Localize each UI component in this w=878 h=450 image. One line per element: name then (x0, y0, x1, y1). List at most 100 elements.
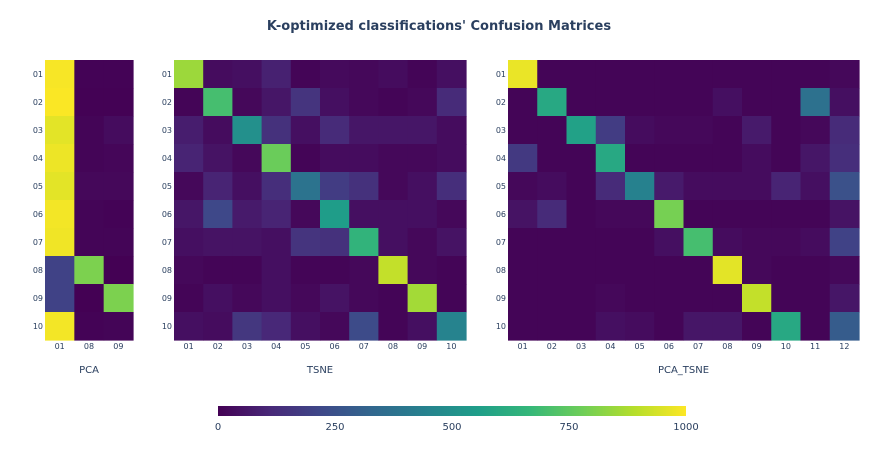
heatmap-cell (407, 312, 438, 341)
heatmap-cell (595, 116, 626, 145)
heatmap-cell (45, 312, 75, 341)
heatmap-cell (712, 200, 743, 229)
heatmap-cell (436, 284, 467, 313)
heatmap-cell (654, 256, 685, 285)
heatmap-cell (654, 312, 685, 341)
heatmap-cell (683, 116, 714, 145)
heatmap-cell (625, 312, 655, 341)
heatmap-cell (290, 284, 321, 313)
heatmap-cell (829, 172, 860, 201)
heatmap-cell (742, 228, 772, 257)
heatmap-cell (45, 144, 75, 173)
y-tick-label: 01 (162, 70, 172, 79)
heatmap-cell (654, 88, 685, 117)
heatmap-cell (74, 284, 105, 313)
heatmap-cell (742, 116, 772, 145)
heatmap-cell (566, 228, 597, 257)
y-tick-label: 10 (496, 322, 506, 331)
heatmap-cell (349, 116, 379, 145)
heatmap-cell (742, 256, 772, 285)
heatmap-cell (742, 60, 772, 89)
heatmap-cell (320, 228, 350, 257)
x-tick-label: 10 (781, 342, 791, 351)
heatmap-cell (349, 200, 379, 229)
heatmap-cell (45, 228, 75, 257)
x-tick-label: 08 (84, 342, 94, 351)
heatmap-cell (625, 200, 655, 229)
heatmap-cell (508, 172, 538, 201)
y-tick-label: 05 (33, 182, 43, 191)
heatmap-cell (654, 144, 685, 173)
colorbar-tick-label: 500 (442, 422, 461, 433)
heatmap-cell (103, 256, 134, 285)
heatmap-cell (654, 200, 685, 229)
heatmap-pca-tsne: 01 02 03 04 05 06 07 08 09 10 01 02 03 04 05 06 07 08 09 10… (496, 60, 860, 376)
heatmap-cell (45, 60, 75, 89)
heatmap-tsne: 01 02 03 04 05 06 07 08 09 10 01 02 03 04 05 06 07 08 09 10… (162, 60, 467, 376)
heatmap-cell (103, 228, 134, 257)
heatmap-cell (537, 144, 568, 173)
heatmap-cell (771, 116, 802, 145)
x-axis-label: PCA (79, 365, 99, 376)
heatmap-cell (712, 60, 743, 89)
heatmap-cell (349, 256, 379, 285)
heatmap-cell (261, 144, 292, 173)
heatmap-cell (290, 228, 321, 257)
heatmap-cell (349, 228, 379, 257)
heatmap-cell (74, 116, 105, 145)
heatmap-cell (436, 172, 467, 201)
heatmap-cell (771, 60, 802, 89)
heatmap-cell (407, 116, 438, 145)
heatmap-cell (378, 116, 409, 145)
heatmap-cell (829, 256, 860, 285)
heatmap-cell (349, 284, 379, 313)
heatmap-cell (74, 88, 105, 117)
heatmap-cell (261, 88, 292, 117)
heatmap-cell (232, 200, 263, 229)
heatmap-cell (436, 88, 467, 117)
x-tick-label: 04 (271, 342, 281, 351)
heatmap-cell (595, 144, 626, 173)
heatmap-cell (625, 284, 655, 313)
x-tick-label: 04 (605, 342, 615, 351)
heatmap-cell (771, 228, 802, 257)
heatmap-cell (508, 200, 538, 229)
heatmap-cell (103, 312, 134, 341)
x-tick-label: 03 (576, 342, 586, 351)
heatmap-cell (174, 172, 204, 201)
heatmap-cell (829, 284, 860, 313)
heatmap-cell (537, 256, 568, 285)
heatmap-cell (625, 144, 655, 173)
x-tick-label: 01 (55, 342, 65, 351)
heatmap-cell (203, 200, 233, 229)
heatmap-cell (203, 284, 233, 313)
heatmap-cell (537, 200, 568, 229)
heatmap-cell (595, 172, 626, 201)
heatmap-cell (683, 60, 714, 89)
heatmap-cell (436, 200, 467, 229)
x-tick-label: 09 (113, 342, 123, 351)
heatmap-cell (103, 172, 134, 201)
heatmap-cell (436, 256, 467, 285)
heatmap-cell (174, 88, 204, 117)
colorbar-tick-label: 0 (215, 422, 221, 433)
heatmap-cell (232, 88, 263, 117)
heatmap-cell (537, 228, 568, 257)
heatmap-cell (174, 200, 204, 229)
heatmap-cell (378, 172, 409, 201)
heatmap-cell (74, 312, 105, 341)
heatmap-cell (378, 312, 409, 341)
heatmap-cell (742, 144, 772, 173)
heatmap-cell (349, 312, 379, 341)
heatmap-cell (742, 284, 772, 313)
y-tick-label: 08 (496, 266, 506, 275)
heatmap-cell (407, 256, 438, 285)
heatmap-cell (74, 144, 105, 173)
colorbar: 0 250 500 750 1000 (215, 406, 699, 433)
heatmap-cell (203, 116, 233, 145)
heatmap-cell (407, 144, 438, 173)
heatmap-cell (566, 60, 597, 89)
heatmap-cell (683, 88, 714, 117)
heatmap-cell (74, 60, 105, 89)
